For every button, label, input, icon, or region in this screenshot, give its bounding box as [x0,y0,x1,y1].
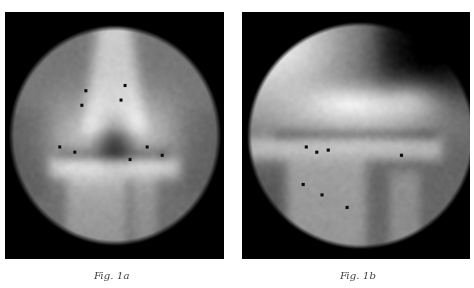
Text: Fig. 1b: Fig. 1b [339,272,376,281]
Text: Fig. 1a: Fig. 1a [93,272,130,281]
